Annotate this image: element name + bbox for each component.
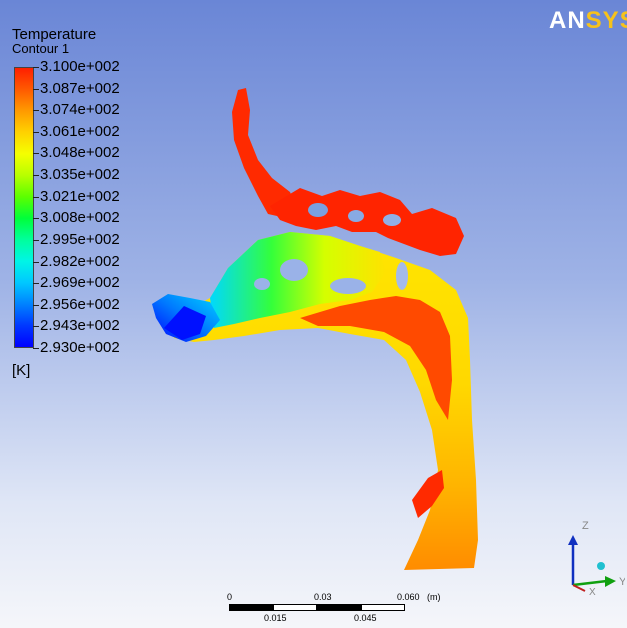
axis-label-z: Z — [582, 520, 589, 532]
scale-segment — [273, 604, 317, 611]
legend-tick-label: 3.021e+002 — [40, 187, 120, 205]
legend-tick-label: 2.956e+002 — [40, 295, 120, 313]
legend-tick-label: 3.061e+002 — [40, 122, 120, 140]
lower-flap — [412, 470, 444, 518]
color-bar — [14, 67, 34, 348]
upper-cavity-region — [232, 88, 296, 218]
legend-subtitle: Contour 1 — [12, 41, 70, 56]
axis-triad: Z Y X — [568, 520, 625, 598]
legend-tick-mark — [33, 283, 39, 285]
legend-tick-label: 3.087e+002 — [40, 79, 120, 97]
legend-tick-mark — [33, 348, 39, 349]
scale-unit: (m) — [427, 592, 441, 602]
legend-tick-label: 2.943e+002 — [40, 317, 120, 335]
legend-tick-mark — [33, 67, 39, 68]
scale-segment — [361, 604, 405, 611]
legend-tick-label: 3.100e+002 — [40, 58, 120, 75]
legend-tick-mark — [33, 304, 39, 306]
legend-tick-mark — [33, 88, 39, 90]
inlet-nozzle-tip — [164, 306, 206, 340]
legend-tick-label: 2.995e+002 — [40, 230, 120, 248]
warm-band — [300, 296, 452, 420]
legend-tick-label: 3.074e+002 — [40, 101, 120, 119]
legend-tick-mark — [33, 239, 39, 241]
legend-tick-mark — [33, 175, 39, 177]
axis-label-x: X — [589, 587, 596, 598]
legend-tick-mark — [33, 110, 39, 112]
ansys-logo: ANSYS — [549, 7, 627, 34]
legend-unit: [K] — [12, 362, 31, 379]
scale-label-4: 0.045 — [354, 613, 377, 623]
legend-tick-label: 2.982e+002 — [40, 252, 120, 270]
scale-segment — [317, 604, 361, 611]
legend-tick-label: 2.930e+002 — [40, 339, 120, 356]
legend-tick-mark — [33, 218, 39, 220]
scale-label-1: 0.03 — [314, 592, 332, 602]
scale-label-3: 0.015 — [264, 613, 287, 623]
scale-label-2: 0.060 — [397, 592, 420, 602]
legend-tick-label: 2.969e+002 — [40, 274, 120, 292]
legend-tick-mark — [33, 196, 39, 198]
scale-segment — [229, 604, 273, 611]
legend-tick-mark — [33, 153, 39, 155]
legend-title: Temperature — [12, 26, 97, 43]
legend-tick-mark — [33, 261, 39, 263]
scale-bar: 0 0.03 0.060 (m) 0.015 0.045 — [224, 592, 454, 624]
legend-tick-label: 3.008e+002 — [40, 209, 120, 227]
legend-tick-label: 3.035e+002 — [40, 166, 120, 184]
legend-tick-label: 3.048e+002 — [40, 144, 120, 162]
legend-tick-mark — [33, 131, 39, 133]
legend-tick-mark — [33, 326, 39, 328]
scale-label-0: 0 — [227, 592, 233, 602]
axis-label-y: Y — [619, 576, 625, 588]
